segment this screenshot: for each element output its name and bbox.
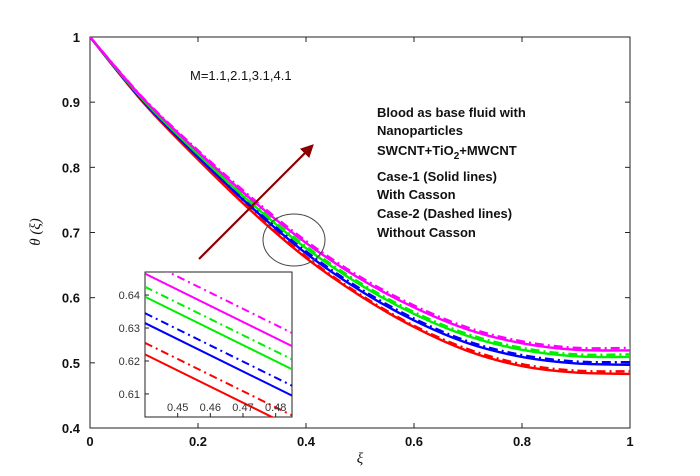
zoom-ellipse [262, 213, 326, 267]
x-tick-label: 0.4 [297, 434, 316, 449]
annotation-blood-line1: Blood as base fluid with [377, 105, 526, 120]
inset-x-tick-label: 0.47 [232, 402, 253, 414]
main-ticks: 0 0.2 0.4 0.6 0.8 1 0.4 0.5 0.6 0.7 0.8 0.9 1 [62, 30, 634, 449]
y-tick-label: 0.6 [62, 291, 80, 306]
m-values-label: M=1.1,2.1,3.1,4.1 [190, 68, 292, 83]
x-tick-label: 0.8 [513, 434, 531, 449]
y-axis-label: θ (ξ) [28, 218, 44, 246]
x-tick-label: 1 [626, 434, 633, 449]
y-tick-label: 1 [73, 30, 80, 45]
series-line-3 [90, 37, 630, 364]
trend-arrow [198, 144, 314, 260]
inset-y-tick-label: 0.63 [119, 323, 140, 335]
x-tick-label: 0 [86, 434, 93, 449]
annotation-blood-line2: Nanoparticles [377, 123, 463, 138]
inset-series-line-2 [145, 322, 292, 397]
y-tick-label: 0.7 [62, 226, 80, 241]
inset-y-tick-label: 0.62 [119, 356, 140, 368]
inset-ticks: 0.45 0.46 0.47 0.48 0.61 0.62 0.63 0.64 [119, 290, 286, 417]
y-tick-label: 0.5 [62, 356, 80, 371]
y-tick-label: 0.4 [62, 421, 81, 436]
series-line-0 [90, 37, 630, 376]
annotation-case1: Case-1 (Solid lines) [377, 169, 497, 184]
inset-y-tick-label: 0.61 [119, 389, 140, 401]
annotation-case1b: With Casson [377, 187, 456, 202]
inset-series-line-4 [145, 295, 292, 371]
inset-plot-area [144, 271, 293, 418]
inset-lines [145, 272, 292, 417]
annotation-case2b: Without Casson [377, 225, 476, 240]
y-tick-label: 0.8 [62, 160, 80, 175]
main-lines [90, 37, 630, 376]
y-tick-label: 0.9 [62, 95, 80, 110]
annotation-nanoparticles: SWCNT+TiO2+MWCNT [377, 143, 517, 162]
inset-series-line-6 [145, 272, 292, 348]
series-line-2 [90, 37, 630, 366]
inset-x-tick-label: 0.46 [200, 402, 221, 414]
series-line-4 [90, 37, 630, 359]
inset-x-tick-label: 0.48 [265, 402, 286, 414]
inset-x-tick-label: 0.45 [167, 402, 188, 414]
x-axis-label: ξ [357, 451, 364, 467]
inset-series-line-0 [145, 353, 275, 417]
x-tick-label: 0.2 [189, 434, 207, 449]
annotation-case2: Case-2 (Dashed lines) [377, 206, 512, 221]
inset-y-tick-label: 0.64 [119, 290, 140, 302]
series-line-7 [90, 37, 630, 350]
x-tick-label: 0.6 [405, 434, 423, 449]
